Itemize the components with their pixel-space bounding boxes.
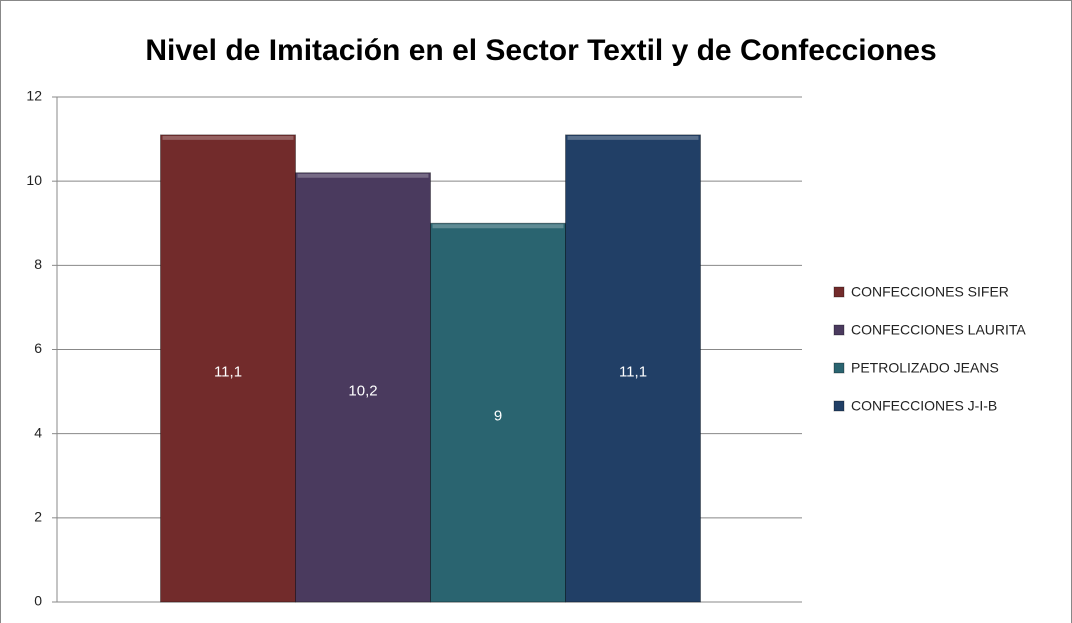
bar — [160, 134, 296, 603]
y-tick-label: 2 — [34, 509, 42, 525]
data-label: 10,2 — [348, 382, 377, 399]
y-tick-label: 0 — [34, 593, 42, 609]
y-tick-label: 4 — [34, 424, 42, 440]
legend-label: PETROLIZADO JEANS — [851, 360, 999, 376]
bar — [565, 134, 701, 603]
legend-swatch — [833, 400, 845, 412]
chart-title: Nivel de Imitación en el Sector Textil y… — [145, 34, 936, 67]
legend-swatch — [833, 286, 845, 298]
y-tick-label: 12 — [26, 88, 42, 104]
bar-highlight — [297, 173, 429, 178]
bar-highlight — [432, 224, 564, 229]
bar-highlight — [162, 135, 294, 140]
bar-highlight — [567, 135, 699, 140]
legend-swatch — [833, 324, 845, 336]
bar — [430, 222, 566, 603]
bar — [295, 172, 431, 603]
legend-swatch — [833, 362, 845, 374]
y-tick-label: 8 — [34, 256, 42, 272]
y-tick-label: 10 — [26, 172, 42, 188]
data-label: 11,1 — [214, 363, 242, 380]
y-tick-label: 6 — [34, 340, 42, 356]
legend-label: CONFECCIONES SIFER — [851, 284, 1009, 300]
data-label: 11,1 — [619, 363, 647, 380]
legend-label: CONFECCIONES J-I-B — [851, 398, 997, 414]
data-label: 9 — [494, 408, 502, 425]
legend-label: CONFECCIONES LAURITA — [851, 322, 1026, 338]
